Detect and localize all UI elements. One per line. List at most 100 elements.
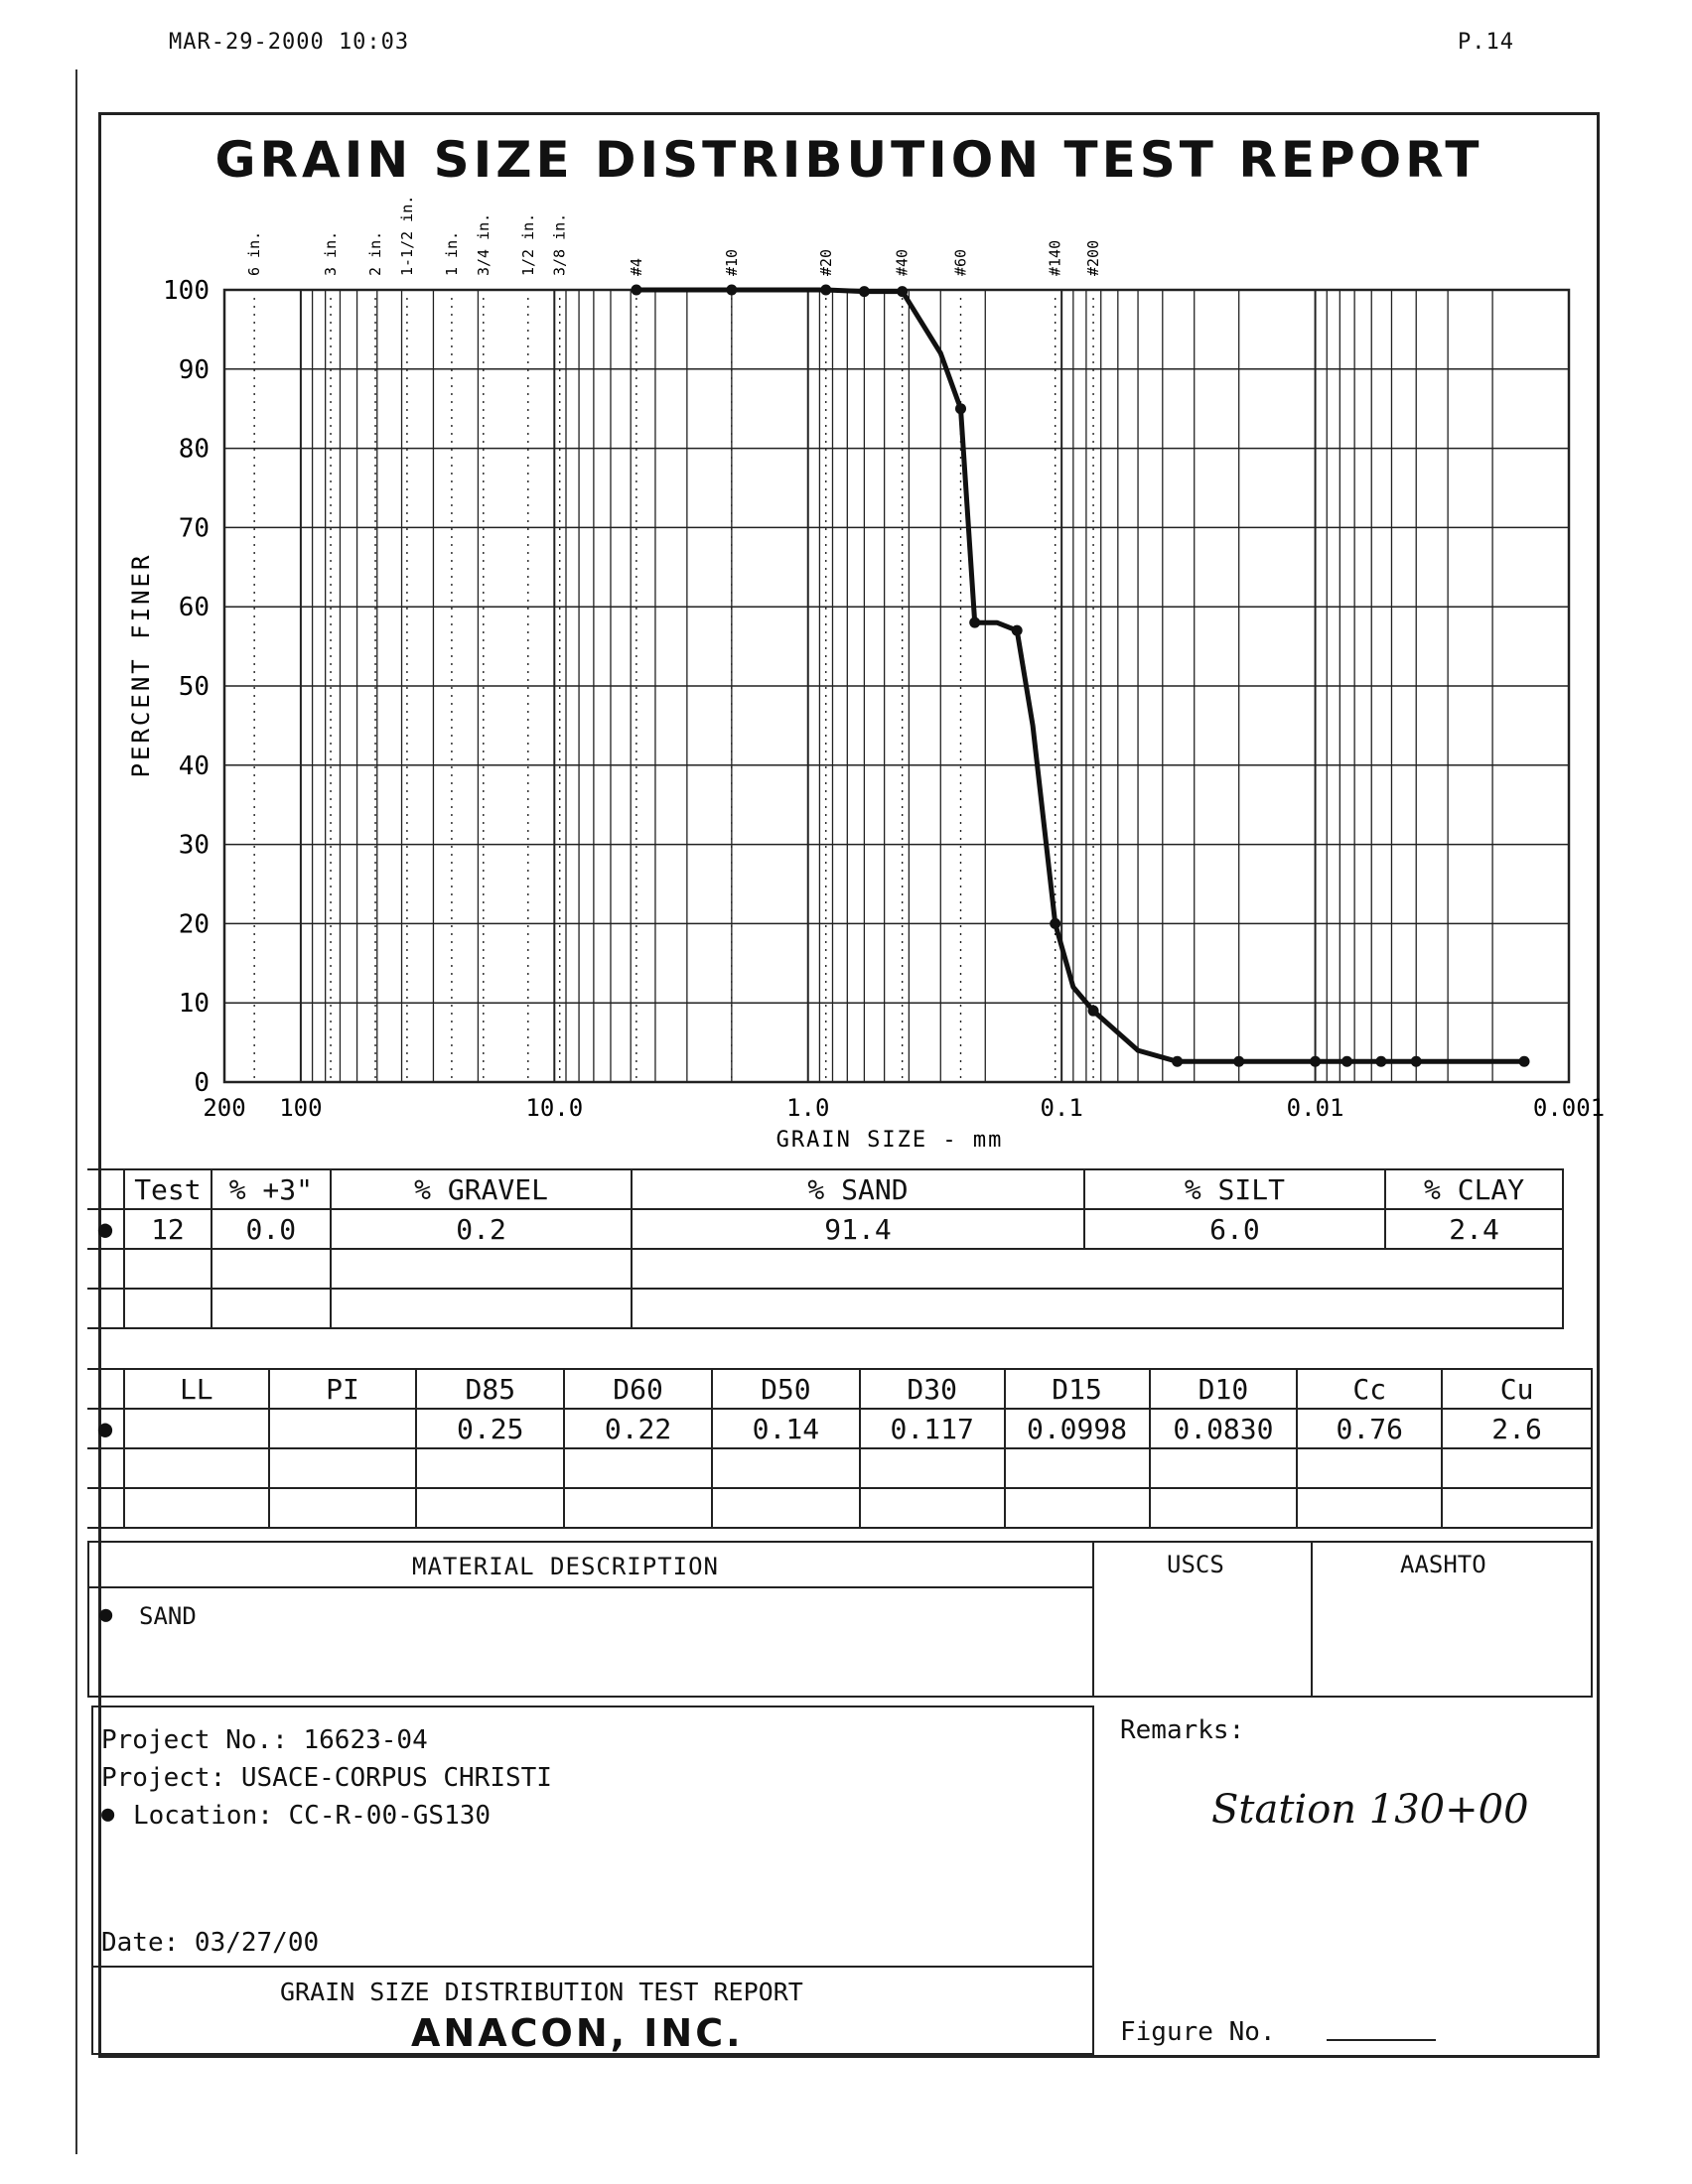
- header-d15: D15: [1003, 1368, 1151, 1410]
- fax-page-number: P.14: [1458, 30, 1514, 55]
- data-point: [1340, 1055, 1352, 1067]
- cell-d50: 0.14: [710, 1408, 861, 1449]
- x-tick-label: 1.0: [786, 1094, 829, 1122]
- cell-d85: 0.25: [415, 1408, 566, 1449]
- table-row: [87, 1487, 1593, 1529]
- sieve-markers: 6 in. 3 in. 2 in. 1-1/2 in. 1 in. 3/4 in. 1/2 …: [245, 196, 1102, 1078]
- marker-cell: [87, 1368, 125, 1410]
- cell-sand: 91.4: [631, 1208, 1085, 1250]
- data-point: [726, 284, 738, 296]
- sieve-label: #200: [1084, 240, 1102, 276]
- data-point: [1518, 1055, 1530, 1067]
- data-point: [1375, 1055, 1387, 1067]
- header-gravel: % GRAVEL: [329, 1168, 634, 1210]
- project-number: Project No.: 16623-04: [101, 1725, 428, 1755]
- cell-cc: 0.76: [1296, 1408, 1444, 1449]
- cell-silt: 6.0: [1082, 1208, 1387, 1250]
- row-marker: ●: [87, 1408, 125, 1449]
- report-frame: [98, 112, 1600, 2058]
- x-tick-label: 0.001: [1533, 1094, 1605, 1122]
- chart-grid: [223, 289, 1570, 1083]
- sieve-label: 1 in.: [443, 231, 461, 276]
- sieve-label: #10: [723, 249, 741, 276]
- remarks-handwritten: Station 130+00: [1211, 1787, 1529, 1833]
- cell-cu: 2.6: [1441, 1408, 1593, 1449]
- material-marker: ●: [99, 1602, 113, 1627]
- data-point: [631, 284, 642, 296]
- cell-test: 12: [122, 1208, 212, 1250]
- material-description-box: MATERIAL DESCRIPTION USCS AASHTO ● SAND: [87, 1541, 1593, 1698]
- sieve-label: #40: [894, 249, 912, 276]
- fax-date-time: MAR-29-2000 10:03: [169, 30, 410, 55]
- table-row: ● 0.25 0.22 0.14 0.117 0.0998 0.0830 0.7…: [87, 1408, 1593, 1449]
- table-row: [87, 1447, 1593, 1489]
- x-tick-label: 0.01: [1287, 1094, 1344, 1122]
- footer-report-name: GRAIN SIZE DISTRIBUTION TEST REPORT: [280, 1978, 803, 2006]
- header-pi: PI: [267, 1368, 418, 1410]
- y-tick-label: 70: [179, 513, 210, 543]
- y-tick-label: 50: [179, 672, 210, 702]
- x-tick-label: 0.1: [1040, 1094, 1082, 1122]
- company-name: ANACON, INC.: [411, 2011, 744, 2055]
- y-tick-label: 40: [179, 751, 210, 781]
- chart-series: [631, 284, 1530, 1067]
- cell-d15: 0.0998: [1003, 1408, 1151, 1449]
- header-plus3: % +3": [210, 1168, 332, 1210]
- data-point: [1087, 1005, 1099, 1017]
- data-point: [1050, 917, 1061, 929]
- sieve-label: #20: [817, 249, 835, 276]
- report-date: Date: 03/27/00: [101, 1928, 320, 1958]
- sieve-label: #140: [1047, 240, 1064, 276]
- cell-plus3: 0.0: [210, 1208, 332, 1250]
- sieve-label: 1/2 in.: [519, 213, 537, 276]
- material-description-header: MATERIAL DESCRIPTION: [412, 1553, 719, 1580]
- uscs-header: USCS: [1167, 1551, 1224, 1578]
- sieve-label: 3 in.: [322, 231, 340, 276]
- cell-d10: 0.0830: [1148, 1408, 1299, 1449]
- y-tick-label: 30: [179, 831, 210, 861]
- row-marker: ●: [87, 1208, 125, 1250]
- header-d85: D85: [415, 1368, 566, 1410]
- sieve-label: 6 in.: [245, 231, 263, 276]
- data-point: [1410, 1055, 1422, 1067]
- header-ll: LL: [122, 1368, 270, 1410]
- sieve-label: 1-1/2 in.: [398, 196, 416, 276]
- margin-line: [75, 69, 77, 2154]
- header-sand: % SAND: [631, 1168, 1085, 1210]
- x-tick-label: 100: [279, 1094, 322, 1122]
- cell-d60: 0.22: [563, 1408, 713, 1449]
- material-description-value: SAND: [139, 1602, 197, 1630]
- header-silt: % SILT: [1082, 1168, 1387, 1210]
- data-point: [1172, 1055, 1184, 1067]
- header-d10: D10: [1148, 1368, 1299, 1410]
- figure-number-label: Figure No.: [1120, 2017, 1276, 2047]
- x-axis-label: GRAIN SIZE - mm: [776, 1128, 1004, 1153]
- y-tick-label: 90: [179, 355, 210, 385]
- remarks-label: Remarks:: [1120, 1715, 1245, 1745]
- data-point: [858, 286, 870, 298]
- y-axis-label: PERCENT FINER: [127, 553, 155, 778]
- table-row: [87, 1248, 1564, 1290]
- y-tick-label: 80: [179, 435, 210, 465]
- header-d50: D50: [710, 1368, 861, 1410]
- uscs-column: [1092, 1541, 1313, 1698]
- y-tick-label: 60: [179, 593, 210, 622]
- aashto-header: AASHTO: [1400, 1551, 1486, 1578]
- header-d30: D30: [858, 1368, 1006, 1410]
- project-info-box: Project No.: 16623-04 Project: USACE-COR…: [91, 1706, 1094, 2055]
- project-name: Project: USACE-CORPUS CHRISTI: [101, 1763, 552, 1793]
- sieve-label: 3/8 in.: [551, 213, 569, 276]
- cell-d30: 0.117: [858, 1408, 1006, 1449]
- table-row: [87, 1288, 1564, 1329]
- header-cc: Cc: [1296, 1368, 1444, 1410]
- header-d60: D60: [563, 1368, 713, 1410]
- material-header-divider: [87, 1586, 1094, 1588]
- data-point: [820, 284, 832, 296]
- y-tick-label: 10: [179, 989, 210, 1019]
- cell-pi: [267, 1408, 418, 1449]
- x-tick-label: 200: [203, 1094, 245, 1122]
- location-marker: ●: [101, 1802, 115, 1827]
- data-point: [1233, 1055, 1245, 1067]
- coefficients-header-row: LL PI D85 D60 D50 D30 D15 D10 Cc Cu: [87, 1368, 1593, 1410]
- cell-clay: 2.4: [1384, 1208, 1564, 1250]
